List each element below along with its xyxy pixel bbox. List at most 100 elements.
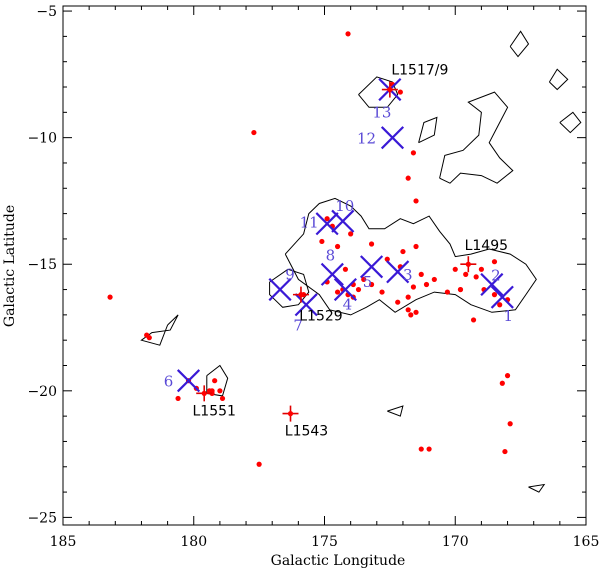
source-dot	[497, 302, 503, 308]
cross-number-label: 1	[504, 307, 514, 325]
cloud-center-dot	[465, 261, 471, 267]
source-dot	[342, 266, 349, 272]
cloud-center-dot	[201, 390, 207, 396]
extinction-contour	[140, 314, 179, 346]
source-dot	[470, 317, 477, 323]
cross-number-label: 13	[372, 104, 391, 122]
source-dot	[395, 299, 401, 305]
y-tick-label: −20	[27, 384, 57, 400]
extinction-contour	[548, 68, 569, 91]
source-dot	[334, 243, 341, 250]
source-dot	[368, 281, 375, 288]
source-dot	[408, 312, 414, 318]
cloud-name-label: L1529	[299, 309, 342, 325]
source-dot	[478, 266, 484, 272]
source-dot	[410, 150, 417, 156]
extinction-contour	[358, 76, 399, 108]
cloud-name-label: L1551	[192, 403, 235, 419]
source-dot	[502, 448, 508, 455]
source-dot	[212, 378, 218, 384]
cloud-center-dot	[287, 411, 294, 417]
y-tick-label: −10	[27, 131, 57, 147]
cross-number-label: 10	[335, 197, 354, 215]
source-dot	[418, 271, 424, 277]
source-dot	[413, 198, 419, 204]
source-dot	[384, 256, 390, 262]
extinction-contour	[284, 197, 537, 316]
source-dot	[452, 266, 458, 272]
source-dot	[146, 335, 152, 341]
cross-number-label: 7	[293, 317, 303, 335]
extinction-contour	[509, 30, 530, 58]
source-dot	[457, 286, 464, 293]
source-dot	[175, 395, 181, 402]
cloud-name-label: L1495	[465, 238, 508, 254]
source-dot	[405, 307, 411, 313]
cross-marker	[320, 262, 344, 286]
cross-marker	[176, 369, 201, 393]
source-dot	[413, 243, 419, 250]
x-tick-label: 170	[442, 534, 469, 550]
cloud-name-label: L1517/9	[391, 63, 448, 79]
cloud-center-dot	[298, 292, 304, 298]
cross-number-label: 3	[403, 266, 413, 284]
x-tick-label: 185	[50, 534, 77, 550]
y-tick-label: −15	[27, 257, 57, 273]
cross-marker	[315, 212, 339, 236]
x-axis-title: Galactic Longitude	[271, 553, 406, 569]
cross-marker	[268, 277, 292, 302]
cross-marker	[480, 272, 504, 297]
source-dot	[410, 284, 417, 290]
source-dot	[405, 175, 411, 181]
source-dot	[217, 388, 223, 394]
extinction-contour	[387, 405, 404, 417]
source-dot	[418, 446, 424, 452]
source-dot	[251, 129, 257, 136]
y-axis-title: Galactic Latitude	[2, 205, 18, 327]
source-dot	[397, 89, 403, 95]
source-dot	[355, 286, 362, 293]
y-tick-label: −25	[27, 510, 57, 526]
extinction-contour	[439, 91, 514, 184]
cloud-center-dot	[387, 86, 393, 93]
source-dot	[348, 231, 354, 237]
source-dot	[361, 276, 367, 283]
cross-number-label: 5	[363, 273, 373, 291]
source-dot	[324, 216, 330, 222]
cross-number-label: 6	[164, 373, 174, 391]
extinction-contour	[206, 364, 229, 397]
contour-layer	[140, 30, 582, 493]
source-dot	[426, 446, 432, 452]
source-dot	[507, 421, 513, 427]
y-tick-label: −5	[36, 4, 57, 20]
cross-marker	[380, 126, 405, 150]
x-tick-label: 180	[180, 534, 207, 550]
source-dot	[368, 241, 375, 247]
source-dot	[504, 373, 511, 379]
source-dot	[107, 294, 113, 300]
source-dot	[400, 248, 406, 255]
marker-layer: 12345678910111213L1517/9L1495L1529L1551L…	[107, 31, 514, 467]
source-dot	[473, 274, 479, 280]
source-dot	[499, 380, 505, 386]
cross-number-label: 4	[343, 296, 353, 314]
cross-marker	[490, 285, 514, 309]
source-dot	[444, 289, 451, 295]
source-dot	[256, 461, 262, 467]
source-dot	[413, 309, 419, 315]
source-dot	[219, 395, 226, 402]
extinction-contour	[528, 483, 546, 493]
source-dot	[491, 259, 498, 265]
cross-number-label: 8	[326, 246, 336, 264]
cross-number-label: 11	[300, 214, 319, 232]
cross-marker	[294, 293, 318, 317]
axes: 185 180 1 7 5 170 165 −5 −10 −15 −20 −25	[27, 4, 599, 550]
source-dot	[423, 281, 430, 288]
x-tick-label: 165	[573, 534, 600, 550]
source-dot	[405, 294, 411, 300]
source-dot	[491, 292, 498, 298]
cross-marker	[331, 209, 355, 233]
source-dot	[463, 271, 469, 277]
